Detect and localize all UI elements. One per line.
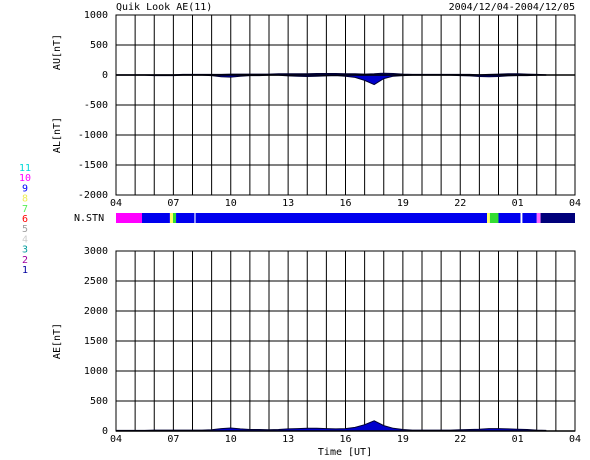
x-axis-label: Time [UT] — [318, 447, 372, 458]
y-tick-label: -1000 — [78, 130, 108, 141]
x-tick-label: 01 — [512, 198, 524, 209]
station-segment — [540, 213, 575, 223]
x-tick-label: 04 — [569, 434, 581, 445]
x-tick-label: 04 — [569, 198, 581, 209]
y-axis-label: AU[nT] — [52, 34, 63, 70]
y-tick-label: -2000 — [78, 190, 108, 201]
x-tick-label: 19 — [397, 198, 409, 209]
data-line — [116, 74, 547, 86]
legend-label: 8 — [22, 194, 28, 205]
y-tick-label: 3000 — [84, 246, 108, 257]
legend-label: 11 — [19, 163, 31, 174]
legend-label: 4 — [22, 234, 28, 245]
station-segment — [142, 213, 170, 223]
legend-label: 7 — [22, 204, 28, 215]
station-segment — [116, 213, 143, 223]
x-tick-label: 19 — [397, 434, 409, 445]
x-tick-label: 13 — [282, 198, 294, 209]
x-tick-label: 16 — [339, 434, 351, 445]
stations-label: N.STN — [74, 213, 104, 224]
y-tick-label: 1000 — [84, 10, 108, 21]
station-segment — [536, 213, 541, 223]
legend-label: 2 — [22, 255, 28, 266]
station-segment — [489, 213, 499, 223]
legend-label: 5 — [22, 224, 28, 235]
station-segment — [487, 213, 490, 223]
x-tick-label: 07 — [167, 198, 179, 209]
data-line — [116, 420, 547, 431]
y-tick-label: 2500 — [84, 276, 108, 287]
x-tick-label: 13 — [282, 434, 294, 445]
station-segment — [522, 213, 537, 223]
legend-label: 10 — [19, 173, 31, 184]
x-tick-label: 07 — [167, 434, 179, 445]
legend-label: 1 — [22, 265, 28, 276]
legend-label: 9 — [22, 183, 28, 194]
x-tick-label: 04 — [110, 198, 122, 209]
plot-frame — [115, 14, 576, 196]
x-tick-label: 01 — [512, 434, 524, 445]
station-segment — [195, 213, 488, 223]
y-tick-label: 2000 — [84, 306, 108, 317]
station-segment — [169, 213, 173, 223]
y-axis-label: AL[nT] — [52, 117, 63, 153]
station-segment — [176, 213, 195, 223]
y-axis-label: AE[nT] — [52, 323, 63, 359]
x-tick-label: 10 — [225, 198, 237, 209]
x-tick-label: 04 — [110, 434, 122, 445]
y-tick-label: 500 — [90, 40, 108, 51]
legend-label: 3 — [22, 245, 28, 256]
x-tick-label: 22 — [454, 434, 466, 445]
y-tick-label: 500 — [90, 396, 108, 407]
y-tick-label: 0 — [102, 70, 108, 81]
chart-subtitle: 2004/12/04-2004/12/05 — [449, 2, 575, 13]
x-tick-label: 16 — [339, 198, 351, 209]
x-tick-label: 10 — [225, 434, 237, 445]
y-tick-label: 0 — [102, 426, 108, 437]
y-tick-label: -500 — [84, 100, 108, 111]
station-segment — [498, 213, 521, 223]
legend-label: 6 — [22, 214, 28, 225]
y-tick-label: 1500 — [84, 336, 108, 347]
y-tick-label: 1000 — [84, 366, 108, 377]
station-segment — [172, 213, 177, 223]
x-tick-label: 22 — [454, 198, 466, 209]
chart-title: Quik Look AE(11) — [116, 2, 212, 13]
y-tick-label: -1500 — [78, 160, 108, 171]
